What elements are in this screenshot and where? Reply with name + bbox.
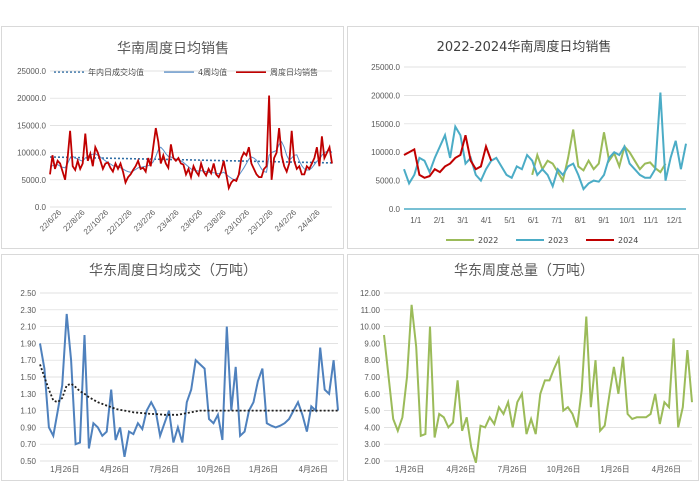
x-tick-label: 1月26日 bbox=[395, 465, 424, 474]
y-tick-label: 0.0 bbox=[389, 205, 401, 214]
x-tick-label: 7月26日 bbox=[498, 465, 527, 474]
x-tick-label: 24/2/26 bbox=[273, 208, 299, 234]
x-tick-label: 1月26日 bbox=[600, 465, 629, 474]
chart-huadong-daily: 华东周度日均成交（万吨） 0.50 0.70 0.90 1.10 1.30 1.50 1.7… bbox=[20, 262, 339, 474]
y-tick-label: 1.90 bbox=[20, 339, 36, 348]
x-tick-label: 23/6/26 bbox=[179, 208, 205, 234]
legend: 年内日成交均值 4周均值 周度日均销售 bbox=[54, 67, 318, 77]
x-tick-label: 8/1 bbox=[575, 216, 587, 225]
x-tick-label: 7/1 bbox=[551, 216, 563, 225]
x-tick-label: 1月26日 bbox=[50, 465, 79, 474]
y-tick-label: 10000.0 bbox=[17, 149, 46, 158]
y-tick-label: 25000.0 bbox=[371, 63, 400, 72]
x-tick-label: 23/12/26 bbox=[246, 208, 275, 237]
series-line-weekly-total bbox=[383, 304, 693, 463]
x-tick-label: 1/1 bbox=[410, 216, 422, 225]
y-tick-label: 2.50 bbox=[20, 289, 36, 298]
x-tick-label: 4月26日 bbox=[100, 465, 129, 474]
series-line-2023 bbox=[403, 92, 687, 192]
chart-panel-huadong-total: 华东周度总量（万吨） 2.00 3.00 4.00 5.00 6.00 7.00 8.00 9… bbox=[347, 254, 699, 481]
chart-panel-huanan-weekly: 华南周度日均销售 年内日成交均值 4周均值 周度日均销售 0.0 5000.0 10… bbox=[1, 26, 344, 249]
legend-label-2024: 2024 bbox=[618, 236, 638, 245]
chart-title: 华东周度日均成交（万吨） bbox=[89, 262, 257, 279]
y-tick-label: 10000.0 bbox=[371, 148, 400, 157]
x-tick-label: 12/1 bbox=[666, 216, 682, 225]
x-tick-label: 23/4/26 bbox=[155, 208, 181, 234]
legend-label-2022: 2022 bbox=[478, 236, 498, 245]
y-tick-label: 15000.0 bbox=[371, 120, 400, 129]
y-tick-label: 1.30 bbox=[20, 390, 36, 399]
x-tick-label: 1月26日 bbox=[249, 465, 278, 474]
y-tick-label: 0.70 bbox=[20, 440, 36, 449]
x-tick-label: 4月26日 bbox=[446, 465, 475, 474]
legend-label-4wk: 4周均值 bbox=[198, 67, 227, 77]
x-tick-label: 2/1 bbox=[434, 216, 446, 225]
chart-huanan-weekly: 华南周度日均销售 年内日成交均值 4周均值 周度日均销售 0.0 5000.0 10… bbox=[17, 41, 333, 237]
y-tick-label: 6.00 bbox=[364, 390, 380, 399]
series-line-4wk-avg bbox=[49, 140, 333, 181]
legend-label-weekly: 周度日均销售 bbox=[270, 67, 318, 77]
y-tick-label: 8.00 bbox=[364, 356, 380, 365]
x-tick-label: 4/1 bbox=[481, 216, 493, 225]
y-tick-label: 1.50 bbox=[20, 373, 36, 382]
chart-title: 华东周度总量（万吨） bbox=[454, 263, 594, 279]
legend-label-avg: 年内日成交均值 bbox=[88, 67, 144, 77]
x-tick-label: 6/1 bbox=[528, 216, 540, 225]
x-tick-label: 9/1 bbox=[598, 216, 610, 225]
series-line-annual-avg bbox=[49, 156, 333, 164]
y-tick-label: 20000.0 bbox=[371, 91, 400, 100]
y-tick-label: 2.30 bbox=[20, 306, 36, 315]
y-tick-label: 5000.0 bbox=[376, 177, 401, 186]
y-tick-label: 9.00 bbox=[364, 339, 380, 348]
x-tick-label: 11/1 bbox=[643, 216, 659, 225]
chart-title: 华南周度日均销售 bbox=[117, 41, 229, 57]
chart-panel-huanan-yoy: 2022-2024华南周度日均销售 0.0 5000.0 10000.0 15000.… bbox=[347, 26, 699, 249]
x-tick-label: 5/1 bbox=[504, 216, 516, 225]
x-tick-label: 10月26日 bbox=[547, 465, 581, 474]
x-tick-label: 22/12/26 bbox=[105, 208, 134, 237]
y-tick-label: 0.50 bbox=[20, 457, 36, 466]
y-tick-label: 11.00 bbox=[361, 306, 381, 315]
chart-title: 2022-2024华南周度日均销售 bbox=[437, 39, 612, 55]
y-tick-label: 1.70 bbox=[20, 356, 36, 365]
series-line-2022 bbox=[531, 129, 667, 184]
series-line-2024 bbox=[403, 134, 493, 179]
y-tick-label: 1.10 bbox=[20, 407, 36, 416]
chart-huadong-total: 华东周度总量（万吨） 2.00 3.00 4.00 5.00 6.00 7.00 8.00 9… bbox=[360, 263, 693, 474]
legend-label-2023: 2023 bbox=[548, 236, 568, 245]
y-tick-label: 25000.0 bbox=[17, 67, 46, 76]
y-tick-label: 15000.0 bbox=[17, 121, 46, 130]
chart-huanan-yoy: 2022-2024华南周度日均销售 0.0 5000.0 10000.0 15000.… bbox=[371, 39, 687, 245]
y-tick-label: 12.00 bbox=[360, 289, 381, 298]
x-tick-label: 10月26日 bbox=[197, 465, 231, 474]
series-line-daily-volume bbox=[39, 313, 339, 457]
y-tick-label: 5.00 bbox=[364, 407, 380, 416]
x-tick-label: 7月26日 bbox=[149, 465, 178, 474]
y-tick-label: 2.00 bbox=[364, 457, 380, 466]
series-line-trend bbox=[39, 364, 338, 416]
y-tick-label: 7.00 bbox=[364, 373, 380, 382]
y-tick-label: 20000.0 bbox=[17, 94, 46, 103]
y-tick-label: 10.00 bbox=[360, 323, 381, 332]
x-tick-label: 23/2/26 bbox=[132, 208, 158, 234]
y-tick-label: 5000.0 bbox=[22, 176, 47, 185]
x-tick-label: 3/1 bbox=[457, 216, 469, 225]
x-tick-label: 10/1 bbox=[619, 216, 635, 225]
chart-panel-huadong-daily: 华东周度日均成交（万吨） 0.50 0.70 0.90 1.10 1.30 1.50 1.7… bbox=[1, 254, 344, 481]
legend: 2022 2023 2024 bbox=[446, 236, 638, 245]
y-tick-label: 2.10 bbox=[20, 323, 36, 332]
y-tick-label: 0.90 bbox=[20, 423, 36, 432]
x-tick-label: 24/4/26 bbox=[296, 208, 322, 234]
x-tick-label: 4月26日 bbox=[298, 465, 327, 474]
y-tick-label: 3.00 bbox=[364, 440, 380, 449]
y-tick-label: 0.0 bbox=[35, 203, 47, 212]
x-tick-label: 4月26日 bbox=[652, 465, 681, 474]
y-tick-label: 4.00 bbox=[364, 423, 380, 432]
series-line-weekly-sales bbox=[49, 95, 333, 191]
